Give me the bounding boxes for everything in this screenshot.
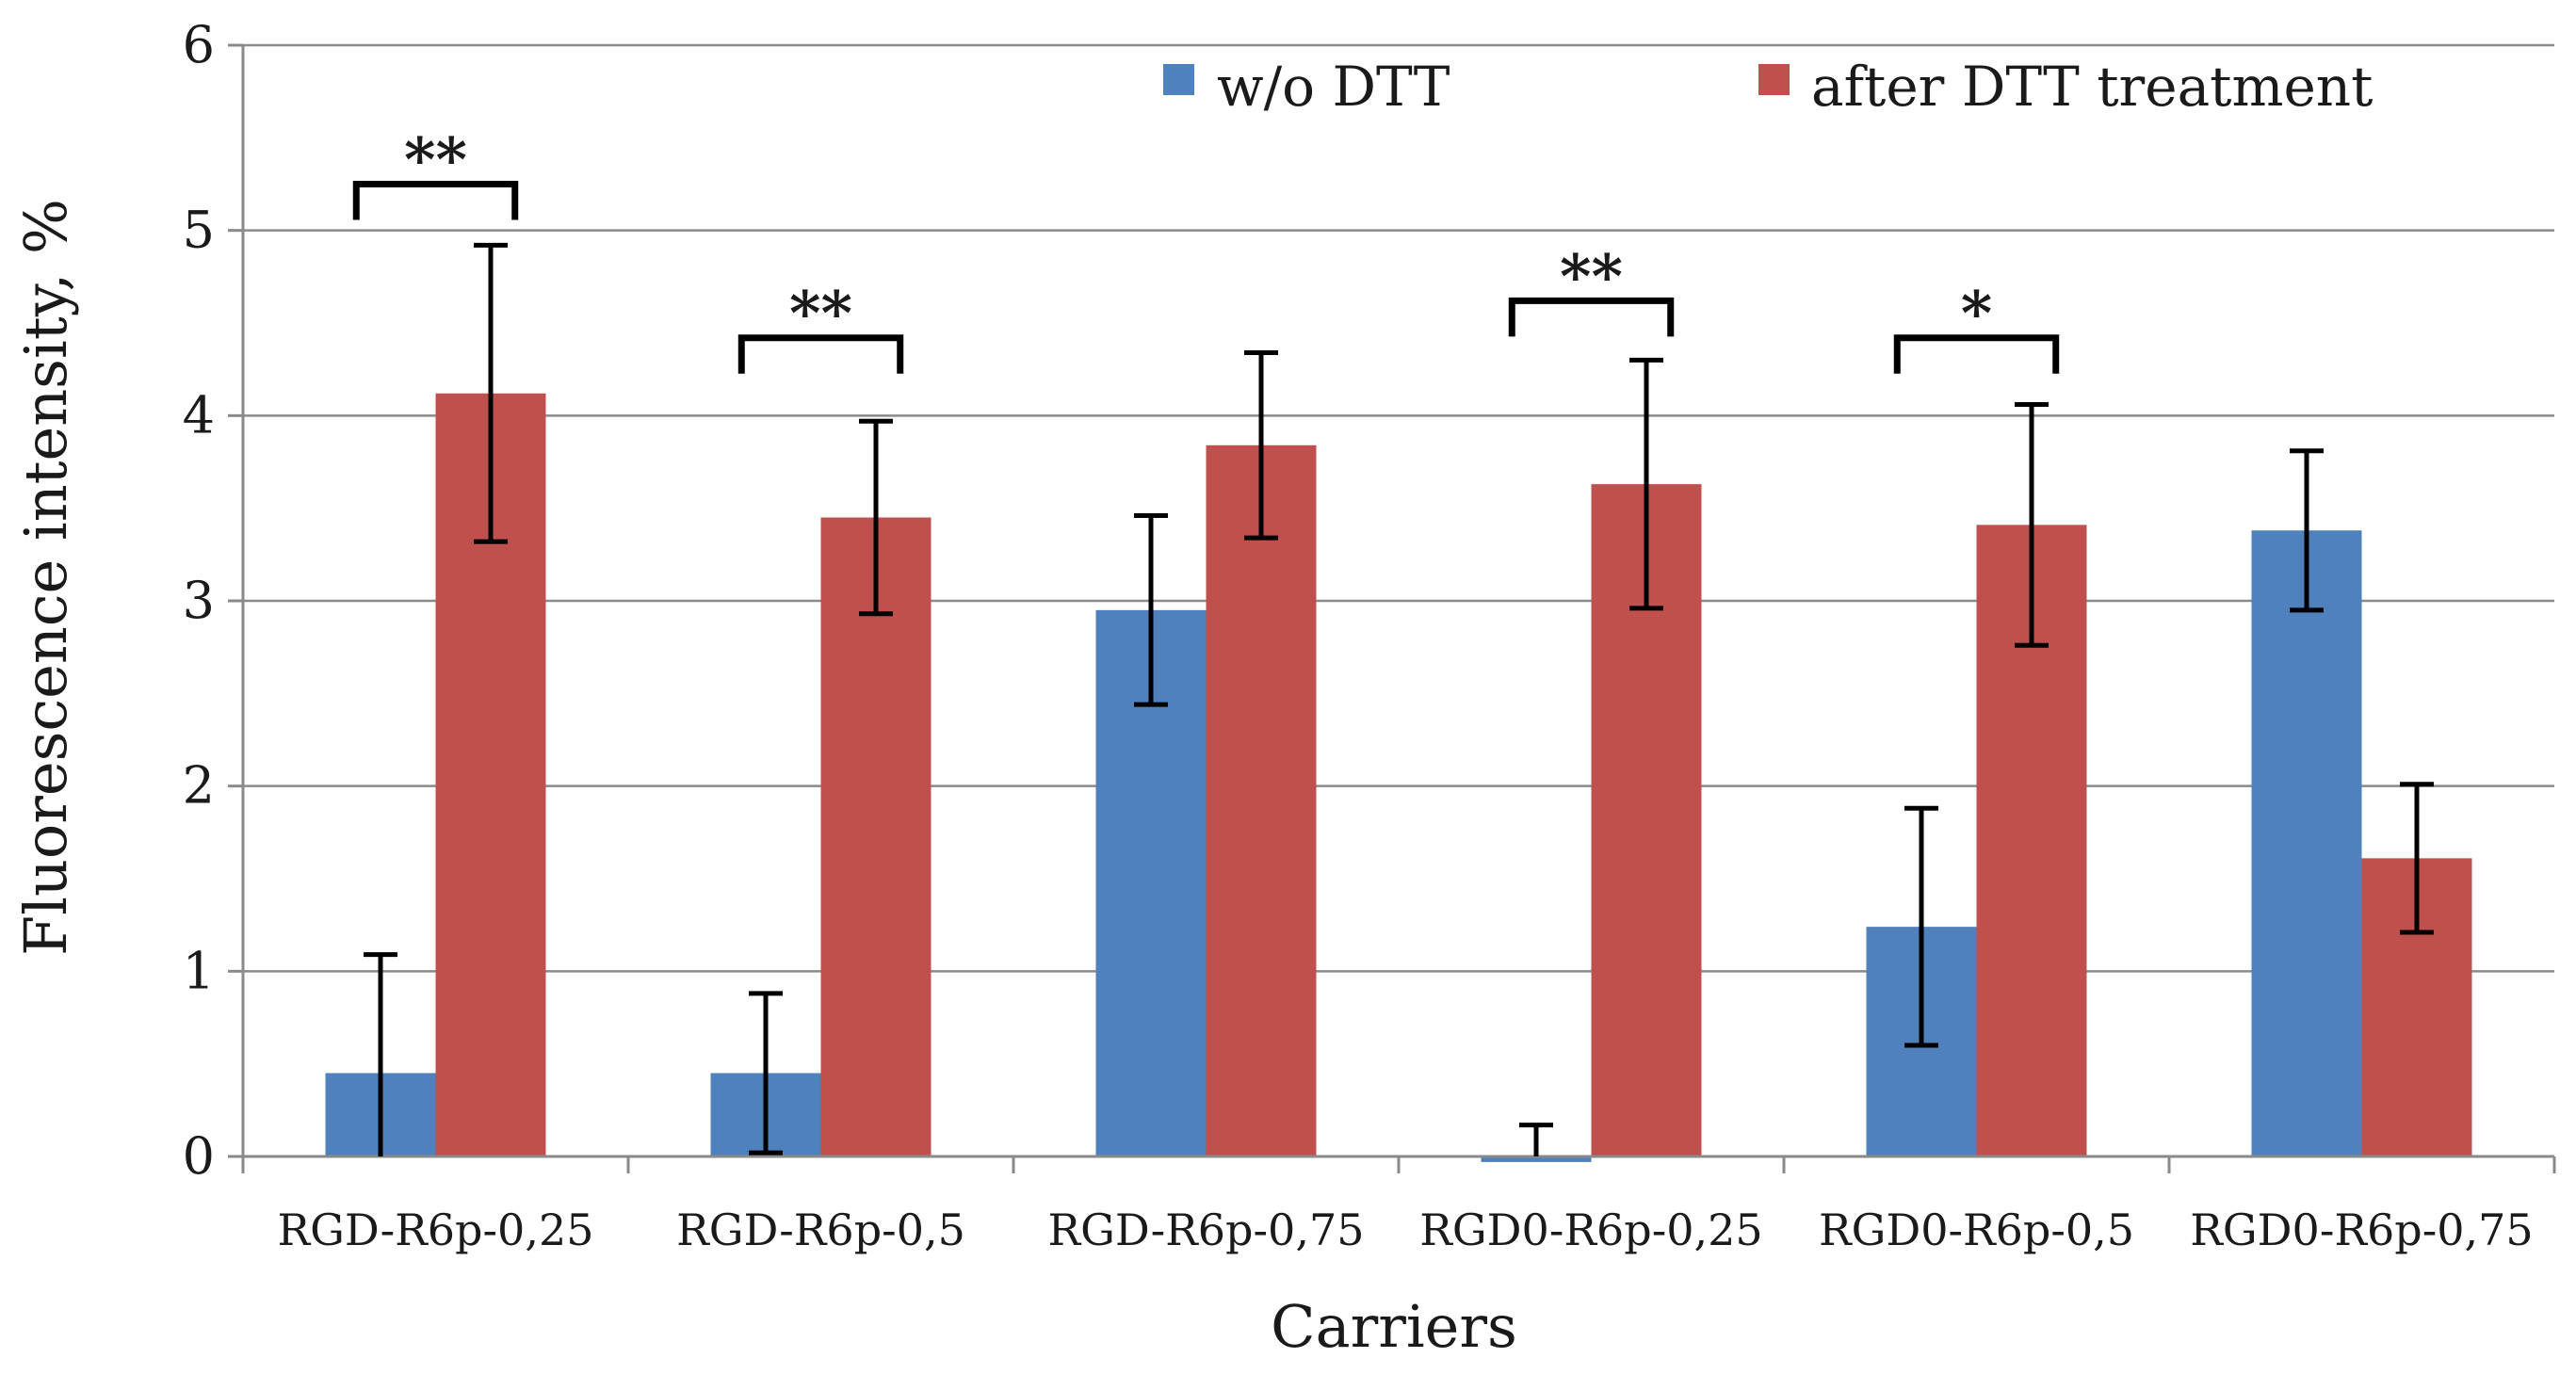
x-tick-label: RGD-R6p-0,25 bbox=[278, 1204, 594, 1255]
grid-lines bbox=[243, 43, 2554, 973]
significance-label: ** bbox=[404, 125, 467, 196]
legend-swatch-w-o-dtt bbox=[1163, 64, 1194, 95]
bar bbox=[2251, 530, 2362, 1156]
bar bbox=[820, 517, 932, 1156]
x-tick-label: RGD-R6p-0,5 bbox=[676, 1204, 965, 1255]
legend-label-w-o-dtt: w/o DTT bbox=[1217, 55, 1450, 119]
error-bars bbox=[364, 242, 2434, 1156]
y-tick-label: 3 bbox=[183, 571, 215, 630]
significance-label: ** bbox=[789, 279, 852, 349]
legend-label-after-dtt-treatment: after DTT treatment bbox=[1811, 55, 2373, 119]
significance-label: ** bbox=[1560, 241, 1623, 312]
significance-bracket bbox=[737, 334, 904, 374]
legend: w/o DTT after DTT treatment bbox=[1163, 55, 2373, 119]
significance-bracket bbox=[352, 181, 519, 220]
y-tick-label: 5 bbox=[183, 201, 215, 260]
x-tick-label: RGD-R6p-0,75 bbox=[1048, 1204, 1365, 1255]
x-tick-label: RGD0-R6p-0,25 bbox=[1419, 1204, 1762, 1255]
significance-bracket bbox=[1508, 297, 1675, 337]
x-axis-title: Carriers bbox=[1271, 1292, 1517, 1361]
significance-label: * bbox=[1961, 279, 1992, 349]
y-tick-label: 1 bbox=[183, 941, 215, 1000]
bar bbox=[1206, 445, 1317, 1156]
y-tick-label: 4 bbox=[183, 385, 215, 445]
x-tick-label: RGD0-R6p-0,75 bbox=[2190, 1204, 2533, 1255]
y-tick-label: 2 bbox=[183, 756, 215, 816]
y-axis-title: Fluorescence intensity, % bbox=[11, 199, 80, 956]
legend-swatch-after-dtt-treatment bbox=[1758, 64, 1790, 95]
tick-labels: 0 1 2 3 4 5 6 RGD-R6p-0,25 RGD-R6p-0,5 RGD-R6p-0,… bbox=[183, 15, 2556, 1255]
bars bbox=[325, 393, 2472, 1162]
x-tick-label: RGD0-R6p-0,5 bbox=[1819, 1204, 2134, 1255]
bar bbox=[1481, 1156, 1592, 1162]
significance-annotations: ******* bbox=[352, 125, 2060, 374]
y-tick-label: 0 bbox=[183, 1126, 215, 1186]
significance-bracket bbox=[1893, 334, 2060, 374]
y-tick-label: 6 bbox=[183, 15, 215, 74]
